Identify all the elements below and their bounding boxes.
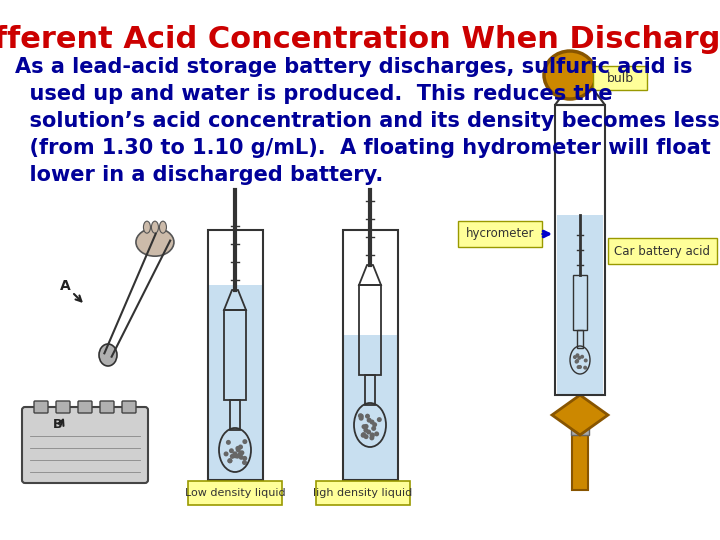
Circle shape xyxy=(575,353,580,357)
Circle shape xyxy=(226,440,231,445)
FancyBboxPatch shape xyxy=(593,66,647,90)
Circle shape xyxy=(584,359,588,362)
Circle shape xyxy=(229,460,234,464)
FancyBboxPatch shape xyxy=(100,401,114,413)
Circle shape xyxy=(573,355,577,359)
FancyBboxPatch shape xyxy=(188,481,282,505)
Circle shape xyxy=(361,432,366,437)
Text: Different Acid Concentration When Discharged: Different Acid Concentration When Discha… xyxy=(0,25,720,54)
Text: Car battery acid: Car battery acid xyxy=(614,245,710,258)
FancyBboxPatch shape xyxy=(608,238,717,264)
FancyBboxPatch shape xyxy=(571,427,589,435)
Circle shape xyxy=(231,443,236,448)
Ellipse shape xyxy=(136,228,174,256)
Circle shape xyxy=(377,417,382,422)
Circle shape xyxy=(364,434,369,439)
Text: As a lead-acid storage battery discharges, sulfuric acid is: As a lead-acid storage battery discharge… xyxy=(15,57,693,77)
Ellipse shape xyxy=(99,344,117,366)
Circle shape xyxy=(241,438,246,443)
Circle shape xyxy=(364,424,369,429)
Circle shape xyxy=(365,414,370,418)
Polygon shape xyxy=(552,395,608,435)
Ellipse shape xyxy=(143,221,150,233)
Circle shape xyxy=(577,365,580,369)
FancyBboxPatch shape xyxy=(316,481,410,505)
Circle shape xyxy=(369,433,374,437)
Circle shape xyxy=(358,413,363,418)
Circle shape xyxy=(233,442,238,447)
Circle shape xyxy=(240,460,245,464)
Circle shape xyxy=(233,460,238,465)
Circle shape xyxy=(366,429,371,435)
FancyBboxPatch shape xyxy=(557,215,603,395)
Circle shape xyxy=(226,454,231,460)
FancyBboxPatch shape xyxy=(207,285,263,480)
Text: hycrometer: hycrometer xyxy=(466,227,534,240)
Circle shape xyxy=(361,433,366,438)
Circle shape xyxy=(230,450,235,456)
FancyBboxPatch shape xyxy=(458,221,542,247)
Circle shape xyxy=(372,422,377,427)
Ellipse shape xyxy=(544,51,596,99)
Circle shape xyxy=(583,366,588,370)
Circle shape xyxy=(369,435,374,441)
FancyBboxPatch shape xyxy=(122,401,136,413)
Circle shape xyxy=(230,461,235,466)
Circle shape xyxy=(242,446,247,451)
FancyBboxPatch shape xyxy=(343,335,397,480)
Text: lower in a discharged battery.: lower in a discharged battery. xyxy=(15,165,383,185)
Circle shape xyxy=(575,360,579,363)
Circle shape xyxy=(225,438,230,443)
Circle shape xyxy=(361,424,366,429)
Ellipse shape xyxy=(151,221,158,233)
FancyBboxPatch shape xyxy=(56,401,70,413)
Text: ligh density liquid: ligh density liquid xyxy=(313,488,413,498)
Circle shape xyxy=(374,431,379,436)
Text: Low density liquid: Low density liquid xyxy=(185,488,285,498)
Text: bulb: bulb xyxy=(606,71,634,84)
Circle shape xyxy=(578,365,582,369)
Circle shape xyxy=(234,442,239,447)
FancyBboxPatch shape xyxy=(78,401,92,413)
FancyBboxPatch shape xyxy=(34,401,48,413)
FancyBboxPatch shape xyxy=(572,435,588,490)
Circle shape xyxy=(230,458,235,463)
Circle shape xyxy=(575,359,579,363)
Text: solution’s acid concentration and its density becomes less: solution’s acid concentration and its de… xyxy=(15,111,720,131)
Ellipse shape xyxy=(159,221,166,233)
Circle shape xyxy=(359,414,364,418)
Text: A: A xyxy=(60,279,71,293)
Text: used up and water is produced.  This reduces the: used up and water is produced. This redu… xyxy=(15,84,613,104)
Circle shape xyxy=(238,440,243,444)
Circle shape xyxy=(366,417,372,423)
Circle shape xyxy=(359,416,364,421)
Circle shape xyxy=(370,433,374,438)
Text: B: B xyxy=(53,418,63,431)
Circle shape xyxy=(369,420,374,424)
Circle shape xyxy=(580,355,584,359)
Circle shape xyxy=(577,356,581,360)
Circle shape xyxy=(241,438,246,443)
FancyBboxPatch shape xyxy=(22,407,148,483)
Circle shape xyxy=(372,426,376,431)
Text: (from 1.30 to 1.10 g/mL).  A floating hydrometer will float: (from 1.30 to 1.10 g/mL). A floating hyd… xyxy=(15,138,711,158)
Circle shape xyxy=(233,439,238,444)
Circle shape xyxy=(364,428,369,433)
Circle shape xyxy=(233,454,238,458)
